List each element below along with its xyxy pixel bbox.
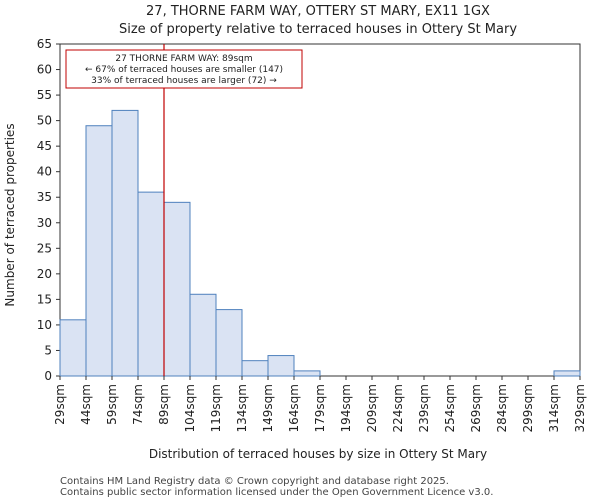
y-tick-label: 40 xyxy=(37,165,52,179)
y-tick-label: 20 xyxy=(37,267,52,281)
y-axis-label: Number of terraced properties xyxy=(3,123,17,306)
x-tick-label: 149sqm xyxy=(261,384,275,432)
histogram-bar xyxy=(215,309,243,377)
x-tick-label: 29sqm xyxy=(53,384,67,425)
x-tick-label: 89sqm xyxy=(157,384,171,425)
x-tick-label: 209sqm xyxy=(365,384,379,432)
y-tick-label: 25 xyxy=(37,241,52,255)
y-tick-label: 0 xyxy=(44,369,52,383)
x-tick-label: 194sqm xyxy=(339,384,353,432)
x-tick-label: 74sqm xyxy=(131,384,145,425)
x-tick-label: 314sqm xyxy=(547,384,561,432)
x-tick-label: 284sqm xyxy=(495,384,509,432)
plot-area: 0 5 10 15 20 25 30 35 40 45 50 55 60 65 29sqm 44sqm 59sq… xyxy=(37,37,587,432)
histogram-bar xyxy=(553,370,581,377)
histogram-bar xyxy=(293,370,321,377)
x-tick-label: 299sqm xyxy=(521,384,535,432)
x-tick-label: 104sqm xyxy=(183,384,197,432)
histogram-bar xyxy=(59,319,87,377)
x-tick-label: 254sqm xyxy=(443,384,457,432)
x-tick-label: 164sqm xyxy=(287,384,301,432)
histogram-bar xyxy=(137,191,165,377)
y-tick-label: 60 xyxy=(37,63,52,77)
x-tick-label: 179sqm xyxy=(313,384,327,432)
x-tick-label: 329sqm xyxy=(573,384,587,432)
x-tick-label: 134sqm xyxy=(235,384,249,432)
chart-subtitle: Size of property relative to terraced ho… xyxy=(119,22,517,37)
histogram-bar xyxy=(85,125,113,377)
x-axis-label: Distribution of terraced houses by size … xyxy=(149,447,487,461)
y-tick-label: 30 xyxy=(37,216,52,230)
x-tick-label: 239sqm xyxy=(417,384,431,432)
x-tick-label: 269sqm xyxy=(469,384,483,432)
histogram-bar xyxy=(163,201,191,377)
histogram-bar xyxy=(241,360,269,377)
chart-title: 27, THORNE FARM WAY, OTTERY ST MARY, EX1… xyxy=(146,4,490,19)
y-tick-label: 15 xyxy=(37,292,52,306)
footer-line-1: Contains HM Land Registry data © Crown c… xyxy=(60,476,449,487)
x-tick-label: 59sqm xyxy=(105,384,119,425)
y-tick-label: 45 xyxy=(37,139,52,153)
footer-line-2: Contains public sector information licen… xyxy=(60,487,493,498)
x-tick-label: 44sqm xyxy=(79,384,93,425)
annotation-line-3: 33% of terraced houses are larger (72) → xyxy=(91,76,277,86)
histogram-bar xyxy=(111,109,139,377)
y-tick-label: 5 xyxy=(44,343,52,357)
y-tick-label: 10 xyxy=(37,318,52,332)
annotation-line-1: 27 THORNE FARM WAY: 89sqm xyxy=(115,54,252,64)
y-tick-label: 55 xyxy=(37,88,52,102)
x-tick-label: 119sqm xyxy=(209,384,223,432)
histogram-bar xyxy=(189,293,217,377)
y-tick-label: 35 xyxy=(37,190,52,204)
y-tick-label: 65 xyxy=(37,37,52,51)
y-tick-label: 50 xyxy=(37,114,52,128)
histogram-bar xyxy=(267,355,295,377)
x-tick-label: 224sqm xyxy=(391,384,405,432)
annotation-line-2: ← 67% of terraced houses are smaller (14… xyxy=(85,65,283,75)
annotation-box xyxy=(65,49,303,89)
